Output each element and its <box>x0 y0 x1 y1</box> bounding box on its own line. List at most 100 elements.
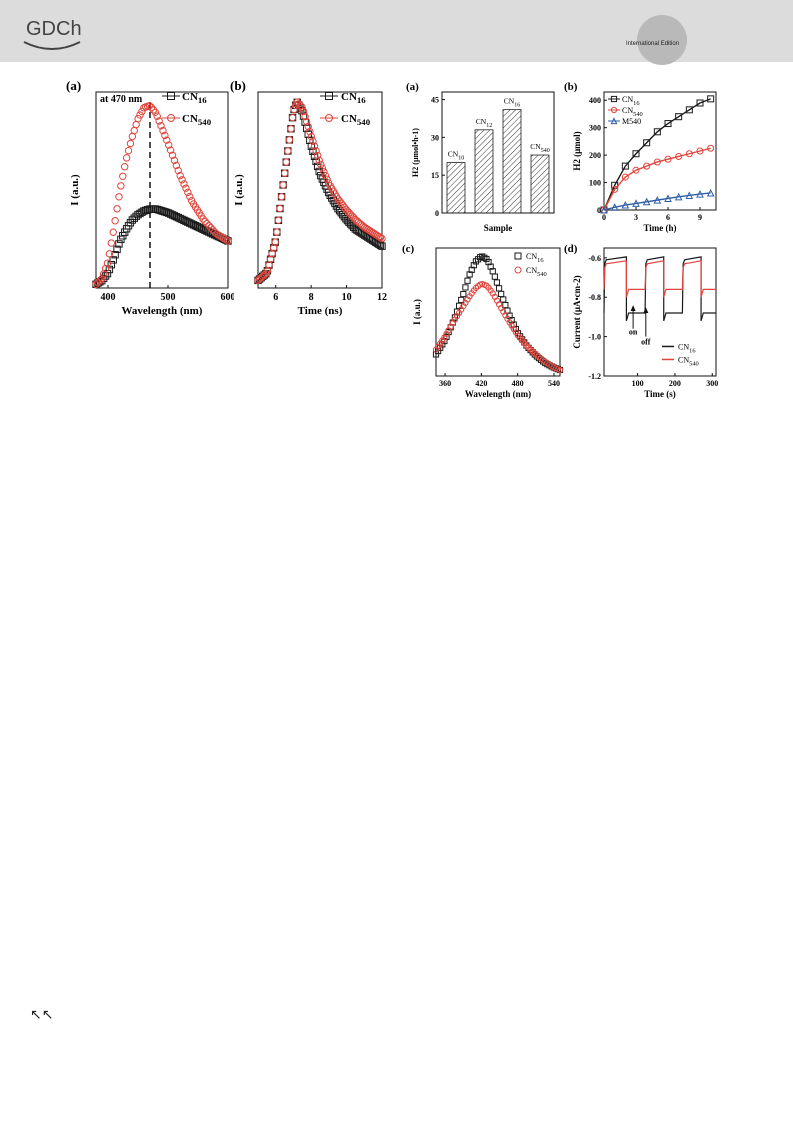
edition-label: International Edition <box>626 41 680 47</box>
x-tick-label: 360 <box>439 379 451 388</box>
data-point <box>134 114 142 123</box>
data-point <box>280 169 289 177</box>
data-point <box>696 99 704 107</box>
data-point <box>166 210 175 218</box>
data-point <box>220 234 228 243</box>
bar-label: CN12 <box>476 117 492 129</box>
data-point <box>493 279 501 286</box>
data-point <box>172 161 181 170</box>
x-tick-label: 3 <box>634 213 638 222</box>
data-point <box>178 176 186 184</box>
data-point <box>187 220 196 228</box>
data-point <box>458 296 465 304</box>
data-point <box>109 228 117 236</box>
data-point <box>155 117 163 125</box>
data-point <box>696 147 704 155</box>
x-axis-label: Wavelength (nm) <box>465 389 531 399</box>
data-point <box>632 199 640 207</box>
data-point <box>172 213 181 221</box>
data-point <box>182 184 190 192</box>
plot-frame <box>95 91 229 289</box>
data-point <box>706 188 715 197</box>
data-point <box>157 122 165 130</box>
legend-label: CN16 <box>182 91 207 105</box>
chart-left-b: (b) 6 8 10 12 Time (ns) I (a.u.) CN16 CN540 <box>230 78 387 317</box>
chart-right-a: (a) 0 15 30 45 CN10 CN12 CN16 CN540 Sample H2 (μmo… <box>406 81 555 233</box>
data-point <box>103 269 112 278</box>
data-point <box>124 146 133 155</box>
data-point <box>96 276 104 285</box>
legend-label: M540 <box>622 117 641 126</box>
data-point <box>285 136 294 144</box>
data-point <box>103 259 112 267</box>
data-point <box>138 208 146 216</box>
x-tick-label: 600 <box>221 292 235 303</box>
legend-label: CN16 <box>678 342 696 354</box>
data-point <box>621 200 630 209</box>
data-point <box>317 160 325 169</box>
chart-right-b: (b) 0 100 200 300 400 0 3 6 9 Time (h) H2 (μmol) CN1… <box>564 81 717 233</box>
data-point <box>611 185 619 193</box>
data-point <box>164 209 173 217</box>
data-point <box>126 139 135 148</box>
y-tick-label: 45 <box>431 96 439 105</box>
legend-label: CN540 <box>182 113 212 127</box>
x-tick-label: 300 <box>706 379 718 388</box>
north-west-arrows-icon[interactable]: ↖↖ <box>30 1007 54 1023</box>
x-tick-label: 500 <box>161 292 176 303</box>
data-point <box>491 273 498 280</box>
y-tick-label: 100 <box>589 179 601 188</box>
legend-label: CN540 <box>341 113 371 127</box>
data-point <box>224 237 232 245</box>
data-point <box>119 172 127 180</box>
data-point <box>318 164 327 172</box>
x-tick-label: 420 <box>475 379 487 388</box>
y-tick-label: -0.8 <box>588 293 601 302</box>
data-point <box>325 92 333 100</box>
x-tick-label: 400 <box>101 292 116 303</box>
data-point <box>307 142 316 150</box>
data-point <box>514 266 522 274</box>
plot-frame <box>441 91 555 214</box>
data-point <box>325 114 333 122</box>
data-point <box>500 296 507 303</box>
x-tick-label: 6 <box>666 213 670 222</box>
data-point <box>685 150 693 158</box>
data-point <box>176 214 184 223</box>
x-tick-label: 480 <box>512 379 524 388</box>
legend-label: CN540 <box>526 266 547 278</box>
data-point <box>218 233 226 242</box>
data-point <box>212 230 221 238</box>
logo-text: GDCh <box>26 18 82 40</box>
data-point <box>642 197 651 206</box>
bar <box>502 109 522 214</box>
data-point <box>288 113 297 122</box>
chart-right-c: (c) 360 420 480 540 Wavelength (nm) I (a.u.) CN… <box>402 243 564 399</box>
y-tick-label: 300 <box>589 124 601 133</box>
data-point <box>170 156 179 165</box>
off-label: off <box>641 337 651 346</box>
data-point <box>142 206 150 215</box>
bar-label: CN540 <box>530 142 549 154</box>
data-point <box>176 171 184 180</box>
data-point <box>167 92 175 100</box>
data-point <box>214 231 223 239</box>
data-point <box>203 219 211 228</box>
data-point <box>184 188 192 197</box>
series-line <box>603 256 716 322</box>
data-point <box>674 192 683 201</box>
data-point <box>376 233 385 242</box>
data-point <box>323 175 331 183</box>
data-point <box>105 250 114 258</box>
data-point <box>664 194 672 202</box>
data-point <box>153 112 161 120</box>
x-tick-label: 0 <box>602 213 606 222</box>
data-point <box>498 290 505 298</box>
data-point <box>182 217 190 225</box>
data-point <box>320 168 328 176</box>
data-point <box>98 275 106 283</box>
annotation: at 470 nm <box>100 94 143 105</box>
data-point <box>273 228 281 236</box>
panel-label: (a) <box>406 81 419 93</box>
data-point <box>174 213 182 222</box>
